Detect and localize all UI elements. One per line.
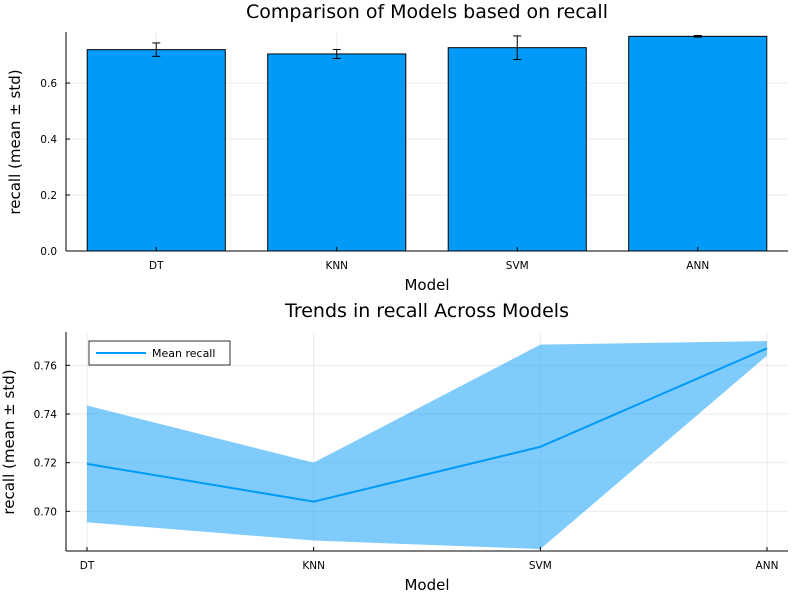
bar-chart-bars <box>86 35 768 252</box>
bar-chart-x-tick-label: DT <box>149 260 164 272</box>
line-chart-x-tick-label: ANN <box>756 560 779 572</box>
bar-chart: Comparison of Models based on recall 0.0… <box>6 1 788 294</box>
bar-chart-x-label: Model <box>404 276 449 294</box>
line-chart-x-tick-label: SVM <box>529 560 552 572</box>
line-chart-std-band <box>87 341 767 550</box>
line-chart-y-tick-label: 0.72 <box>34 458 57 470</box>
bar-chart-y-label: recall (mean ± std) <box>6 69 24 214</box>
line-chart-y-tick-label: 0.70 <box>34 506 57 518</box>
bar-chart-error-bars <box>152 34 702 60</box>
line-chart-x-label: Model <box>404 576 449 594</box>
bar-chart-x-tick-label: ANN <box>686 260 709 272</box>
bar-chart-y-tick-label: 0.4 <box>40 134 57 146</box>
bar-svm <box>447 47 587 252</box>
bar-chart-y-tick-label: 0.6 <box>40 78 57 90</box>
line-chart-title: Trends in recall Across Models <box>284 300 569 322</box>
line-chart-y-ticks: 0.70 0.72 0.74 0.76 <box>34 360 70 518</box>
bar-chart-title: Comparison of Models based on recall <box>246 1 608 23</box>
line-chart-y-label: recall (mean ± std) <box>0 369 18 514</box>
bar-chart-x-tick-label: SVM <box>506 260 529 272</box>
line-chart-legend: Mean recall <box>88 340 231 366</box>
bar-dt <box>86 49 226 252</box>
line-chart-x-tick-label: DT <box>80 560 95 572</box>
line-chart-x-tick-label: KNN <box>302 560 325 572</box>
bar-chart-y-tick-label: 0.0 <box>40 246 57 258</box>
bar-chart-y-ticks: 0.0 0.2 0.4 0.6 <box>40 78 70 258</box>
line-chart-mean-line <box>86 347 768 503</box>
bar-ann <box>628 35 768 252</box>
bar-knn <box>267 53 407 252</box>
bar-chart-x-tick-label: KNN <box>325 260 348 272</box>
line-chart-y-tick-label: 0.74 <box>34 409 58 421</box>
line-chart-y-tick-label: 0.76 <box>34 360 58 372</box>
bar-chart-x-ticks: DT KNN SVM ANN <box>149 247 709 272</box>
line-chart-x-ticks: DT KNN SVM ANN <box>80 547 779 572</box>
line-chart: Trends in recall Across Models 0.700.720… <box>0 300 788 594</box>
legend-label: Mean recall <box>152 347 215 360</box>
bar-chart-y-tick-label: 0.2 <box>40 190 57 202</box>
